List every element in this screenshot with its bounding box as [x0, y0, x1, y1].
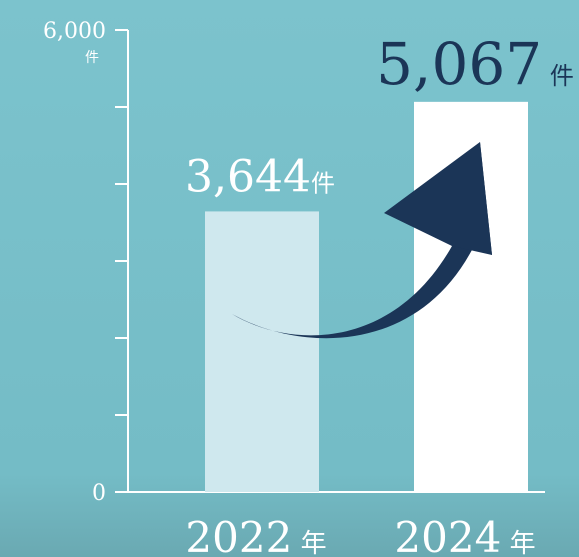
- value-label-2022: 3,644件: [185, 151, 335, 202]
- growth-arrow: [232, 142, 492, 339]
- growth-arrow-head: [384, 142, 492, 255]
- category-label-2024: 2024 年: [394, 513, 535, 557]
- category-label-2022-unit: 年: [292, 529, 326, 557]
- category-label-2024-unit: 年: [501, 529, 535, 557]
- category-label-2024-year: 2024: [394, 513, 501, 557]
- y-tick-label-min: 0: [92, 481, 106, 506]
- value-label-2022-number: 3,644: [185, 151, 311, 202]
- value-label-2024: 5,067 件: [376, 30, 574, 98]
- value-label-2024-number: 5,067: [376, 30, 542, 98]
- category-label-2022-year: 2022: [185, 513, 292, 557]
- y-tick-unit-label: 件: [85, 50, 99, 66]
- value-label-2024-unit: 件: [542, 62, 574, 90]
- y-tick-label-max: 6,000: [43, 19, 106, 44]
- category-label-2022: 2022 年: [185, 513, 326, 557]
- value-label-2022-unit: 件: [311, 169, 335, 197]
- bar-2022: [205, 211, 319, 493]
